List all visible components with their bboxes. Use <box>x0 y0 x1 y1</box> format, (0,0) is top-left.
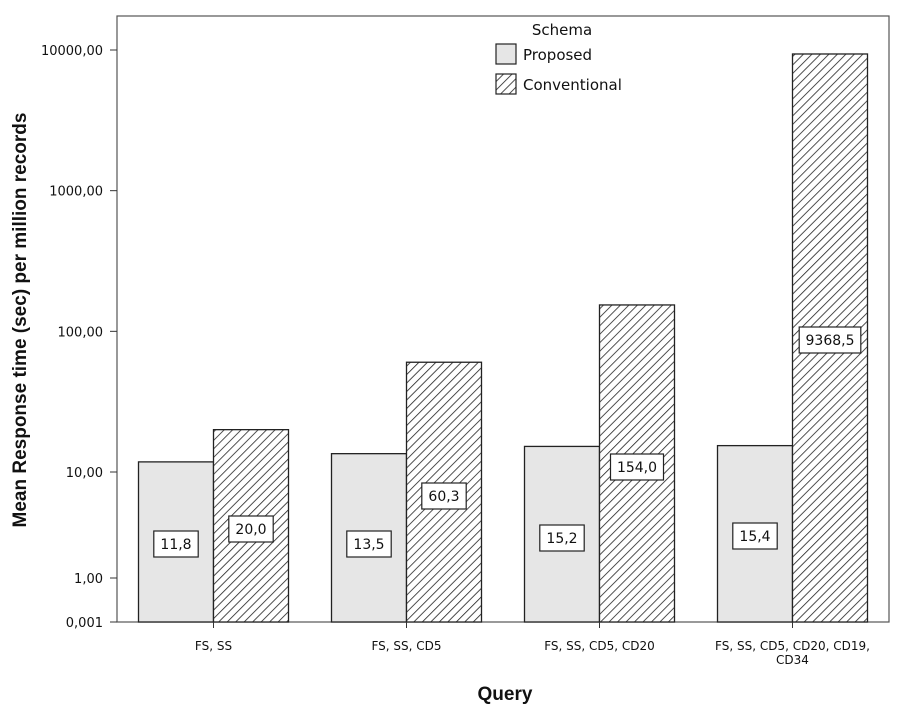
y-tick-label: 1,00 <box>74 572 103 587</box>
data-label-box <box>609 453 665 481</box>
legend-swatch-proposed <box>495 43 517 65</box>
data-label-box <box>153 530 199 558</box>
legend-title: Schema <box>532 21 592 39</box>
x-axis-label: Query <box>478 684 533 705</box>
y-tick-label: 10000,00 <box>41 44 103 59</box>
legend-label-conventional: Conventional <box>523 76 622 94</box>
data-label: 13,5 <box>353 537 384 553</box>
data-label-box <box>732 522 778 550</box>
y-tick-label: 10,00 <box>66 466 103 481</box>
x-category-label: FS, SS, CD5 <box>371 639 441 653</box>
y-tick-label: 0,001 <box>66 616 103 631</box>
y-tick-label: 100,00 <box>58 325 104 340</box>
data-label: 9368,5 <box>806 333 855 349</box>
data-label: 20,0 <box>235 522 266 538</box>
y-tick-label: 1000,00 <box>49 185 103 200</box>
data-label-box <box>421 482 467 510</box>
data-label: 60,3 <box>428 489 459 505</box>
bars: 11,8 20,0 13,5 60,3 15,2 154,0 15,4 9368,5 <box>137 53 869 623</box>
data-label-box <box>228 515 274 543</box>
x-categories: FS, SS FS, SS, CD5 FS, SS, CD5, CD20 FS, SS… <box>195 622 870 667</box>
x-category-label: FS, SS <box>195 639 232 653</box>
data-label-box <box>798 326 862 354</box>
data-label: 15,4 <box>739 529 770 545</box>
data-label-box <box>539 524 585 552</box>
data-label: 15,2 <box>546 531 577 547</box>
legend-label-proposed: Proposed <box>523 46 592 64</box>
legend-swatch-conventional <box>495 73 517 95</box>
y-axis-label: Mean Response time (sec) per million rec… <box>10 113 31 528</box>
data-label: 154,0 <box>617 460 657 476</box>
x-category-label: FS, SS, CD5, CD20, CD19, <box>715 639 870 653</box>
x-category-label: CD34 <box>776 653 809 667</box>
data-label: 11,8 <box>160 537 191 553</box>
legend: Schema Proposed Conventional <box>495 21 622 95</box>
x-category-label: FS, SS, CD5, CD20 <box>544 639 655 653</box>
data-label-box <box>346 530 392 558</box>
bar-conventional <box>212 429 290 623</box>
y-ticks: 0,001 1,00 10,00 100,00 1000,00 10000,00 <box>41 44 117 631</box>
